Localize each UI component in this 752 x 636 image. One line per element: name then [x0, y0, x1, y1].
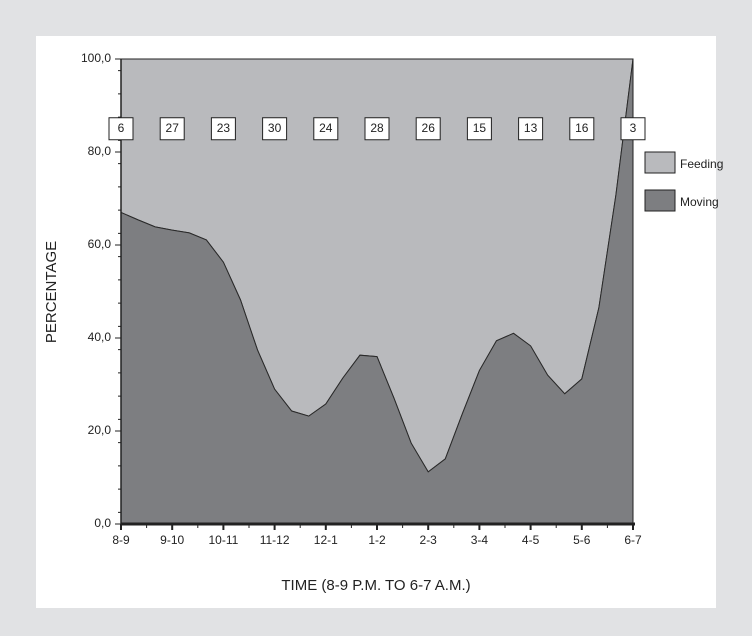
legend-label: Feeding — [680, 157, 723, 171]
y-axis-label: PERCENTAGE — [43, 241, 60, 343]
sample-size: 3 — [630, 121, 637, 135]
x-tick-label: 10-11 — [208, 533, 238, 547]
x-tick-label: 2-3 — [420, 533, 438, 547]
sample-size: 23 — [217, 121, 231, 135]
sample-size: 27 — [166, 121, 180, 135]
x-tick-label: 6-7 — [624, 533, 642, 547]
sample-box — [415, 117, 441, 141]
sample-size: 24 — [319, 121, 333, 135]
sample-size: 30 — [268, 121, 282, 135]
sample-size: 15 — [473, 121, 487, 135]
x-tick-label: 5-6 — [573, 533, 591, 547]
sample-box — [620, 117, 646, 141]
sample-box — [262, 117, 288, 141]
legend-swatch — [644, 189, 676, 212]
sample-box — [569, 117, 595, 141]
x-tick-label: 12-1 — [314, 533, 338, 547]
sample-box — [466, 117, 492, 141]
y-tick-label: 40,0 — [88, 330, 112, 344]
x-tick-label: 4-5 — [522, 533, 540, 547]
sample-box — [313, 117, 339, 141]
sample-box — [364, 117, 390, 141]
y-tick-label: 80,0 — [88, 144, 112, 158]
legend-label: Moving — [680, 195, 719, 209]
y-tick-label: 20,0 — [88, 423, 112, 437]
x-tick-label: 1-2 — [368, 533, 386, 547]
x-tick-label: 9-10 — [160, 533, 184, 547]
y-tick-label: 0,0 — [94, 516, 111, 530]
x-tick-label: 11-12 — [260, 533, 290, 547]
x-axis-label: TIME (8-9 P.M. TO 6-7 A.M.) — [281, 577, 470, 594]
sample-box — [518, 117, 544, 141]
sample-size: 13 — [524, 121, 538, 135]
sample-box — [108, 117, 134, 141]
sample-size: 6 — [118, 121, 125, 135]
legend-swatch — [644, 151, 676, 174]
x-tick-label: 8-9 — [112, 533, 130, 547]
sample-size: 26 — [422, 121, 436, 135]
sample-box — [210, 117, 236, 141]
sample-size: 28 — [370, 121, 384, 135]
sample-box — [159, 117, 185, 141]
y-tick-label: 100,0 — [81, 51, 111, 65]
sample-size: 16 — [575, 121, 589, 135]
x-tick-label: 3-4 — [471, 533, 489, 547]
y-tick-label: 60,0 — [88, 237, 112, 251]
